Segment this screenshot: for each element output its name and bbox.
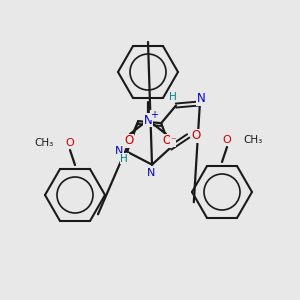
- Text: O: O: [162, 134, 172, 148]
- Text: N: N: [144, 113, 152, 127]
- Text: CH₃: CH₃: [243, 135, 262, 145]
- Text: N: N: [115, 146, 123, 156]
- Text: O: O: [124, 134, 134, 148]
- Text: O: O: [192, 130, 201, 142]
- Text: O: O: [66, 138, 74, 148]
- Text: CH₃: CH₃: [35, 138, 54, 148]
- Text: N: N: [196, 92, 205, 105]
- Text: +: +: [150, 110, 158, 120]
- Text: N: N: [147, 168, 155, 178]
- Text: H: H: [120, 154, 128, 164]
- Text: H: H: [169, 92, 177, 101]
- Text: ⁻: ⁻: [170, 136, 176, 146]
- Text: O: O: [223, 135, 231, 145]
